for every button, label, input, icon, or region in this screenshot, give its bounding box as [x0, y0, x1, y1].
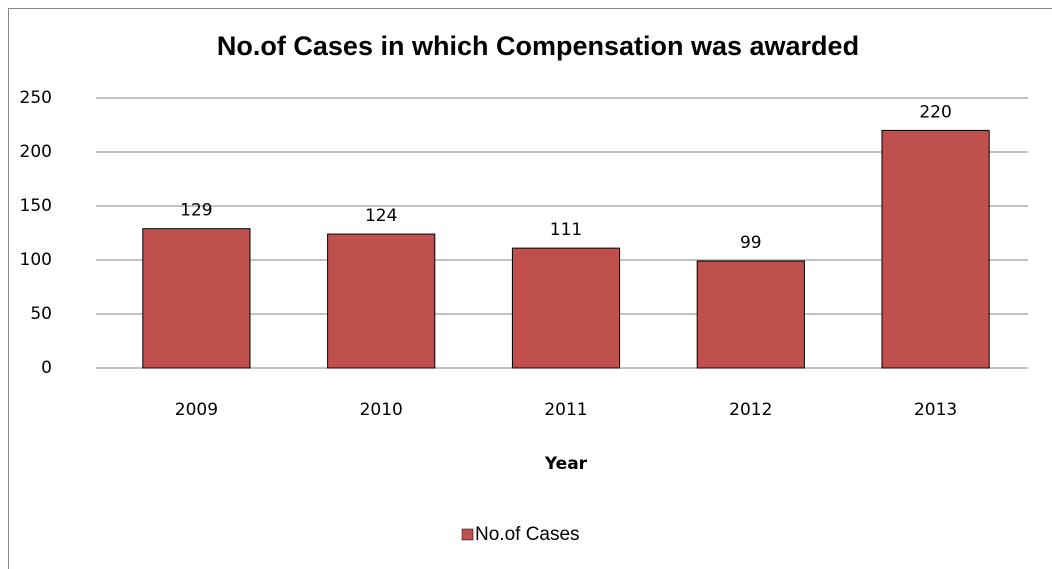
bar [511, 247, 621, 369]
x-tick-label: 2009 [175, 400, 218, 420]
x-axis-label: Year [544, 454, 588, 474]
y-tick-label: 50 [30, 304, 52, 324]
y-tick-label: 150 [20, 196, 52, 216]
y-tick-label: 0 [41, 358, 52, 378]
bar [881, 129, 990, 369]
x-tick-label: 2013 [914, 400, 957, 420]
data-label: 111 [550, 220, 582, 240]
x-tick-label: 2012 [729, 400, 772, 420]
x-tick-label: 2010 [360, 400, 403, 420]
data-label: 129 [180, 201, 212, 221]
y-tick-label: 200 [20, 142, 52, 162]
y-tick-label: 100 [20, 250, 52, 270]
x-tick-label: 2011 [544, 400, 587, 420]
chart-title: No.of Cases in which Compensation was aw… [217, 31, 859, 61]
data-label: 124 [365, 206, 397, 226]
data-label: 99 [740, 233, 762, 253]
legend-label: No.of Cases [475, 524, 580, 545]
bar [696, 260, 805, 369]
legend-swatch [461, 528, 474, 541]
y-tick-label: 250 [20, 88, 52, 108]
data-label: 220 [919, 102, 951, 122]
bar [327, 233, 436, 369]
bar [142, 228, 251, 369]
